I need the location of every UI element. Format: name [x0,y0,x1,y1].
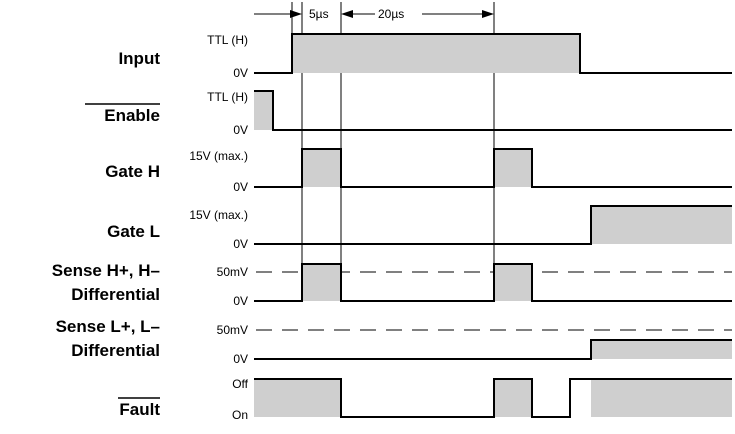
gate-h-pulse2-fill [494,149,532,187]
signal-labels: Input Enable Gate H Gate L Sense H+, H– … [52,49,161,419]
level-input-high: TTL (H) [207,33,248,47]
arrowhead-20us-left [341,10,353,18]
gate-l-trace [254,205,732,245]
level-gate-h-low: 0V [233,180,248,194]
waveform-sense-h [254,263,732,302]
enable-trace [254,90,732,131]
sense-l-trace [254,339,732,360]
fault-off-fill-2 [494,379,532,417]
waveform-input [254,33,732,74]
signal-label-gate-l: Gate L [107,222,160,241]
interval-5us-label: 5µs [309,7,329,21]
arrowhead-20us-right [482,10,494,18]
arrowhead-5us-left [290,10,302,18]
signal-label-sense-l: Sense L+, L– [56,317,160,336]
level-fault-on: On [232,408,248,422]
waveform-enable [254,90,732,131]
level-enable-high: TTL (H) [207,90,248,104]
signal-label-gate-h: Gate H [105,162,160,181]
gate-l-high-fill [591,206,732,244]
level-gate-h-high: 15V (max.) [189,149,248,163]
fault-trace [254,378,732,418]
signal-label-sense-l-differential: Differential [71,341,160,360]
level-labels: TTL (H) 0V TTL (H) 0V 15V (max.) 0V 15V … [189,33,248,422]
fault-off-fill-1 [254,379,341,417]
sense-h-trace [254,263,732,302]
sense-h-pulse2-fill [494,264,532,301]
fault-off-fill-3 [591,379,732,417]
signal-label-input: Input [118,49,160,68]
waveform-gate-h [254,148,732,188]
signal-label-sense-h-differential: Differential [71,285,160,304]
level-input-low: 0V [233,66,248,80]
level-sense-h-low: 0V [233,294,248,308]
signal-label-fault: Fault [119,400,160,419]
level-gate-l-high: 15V (max.) [189,208,248,222]
waveform-fault [254,378,732,418]
sense-h-pulse1-fill [302,264,341,301]
input-trace [254,33,732,74]
signal-label-enable: Enable [104,106,160,125]
level-sense-l-high: 50mV [217,323,248,337]
level-enable-low: 0V [233,123,248,137]
gate-h-pulse1-fill [302,149,341,187]
level-gate-l-low: 0V [233,237,248,251]
gate-h-trace [254,148,732,188]
enable-high-fill [254,91,273,130]
level-sense-h-high: 50mV [217,265,248,279]
waveform-gate-l [254,205,732,245]
sense-l-high-fill [591,340,732,359]
level-sense-l-low: 0V [233,352,248,366]
signal-label-sense-h: Sense H+, H– [52,261,160,280]
interval-20us-label: 20µs [378,7,404,21]
input-high-fill [292,34,580,73]
waveform-sense-l [254,329,732,360]
level-fault-off: Off [232,377,248,391]
